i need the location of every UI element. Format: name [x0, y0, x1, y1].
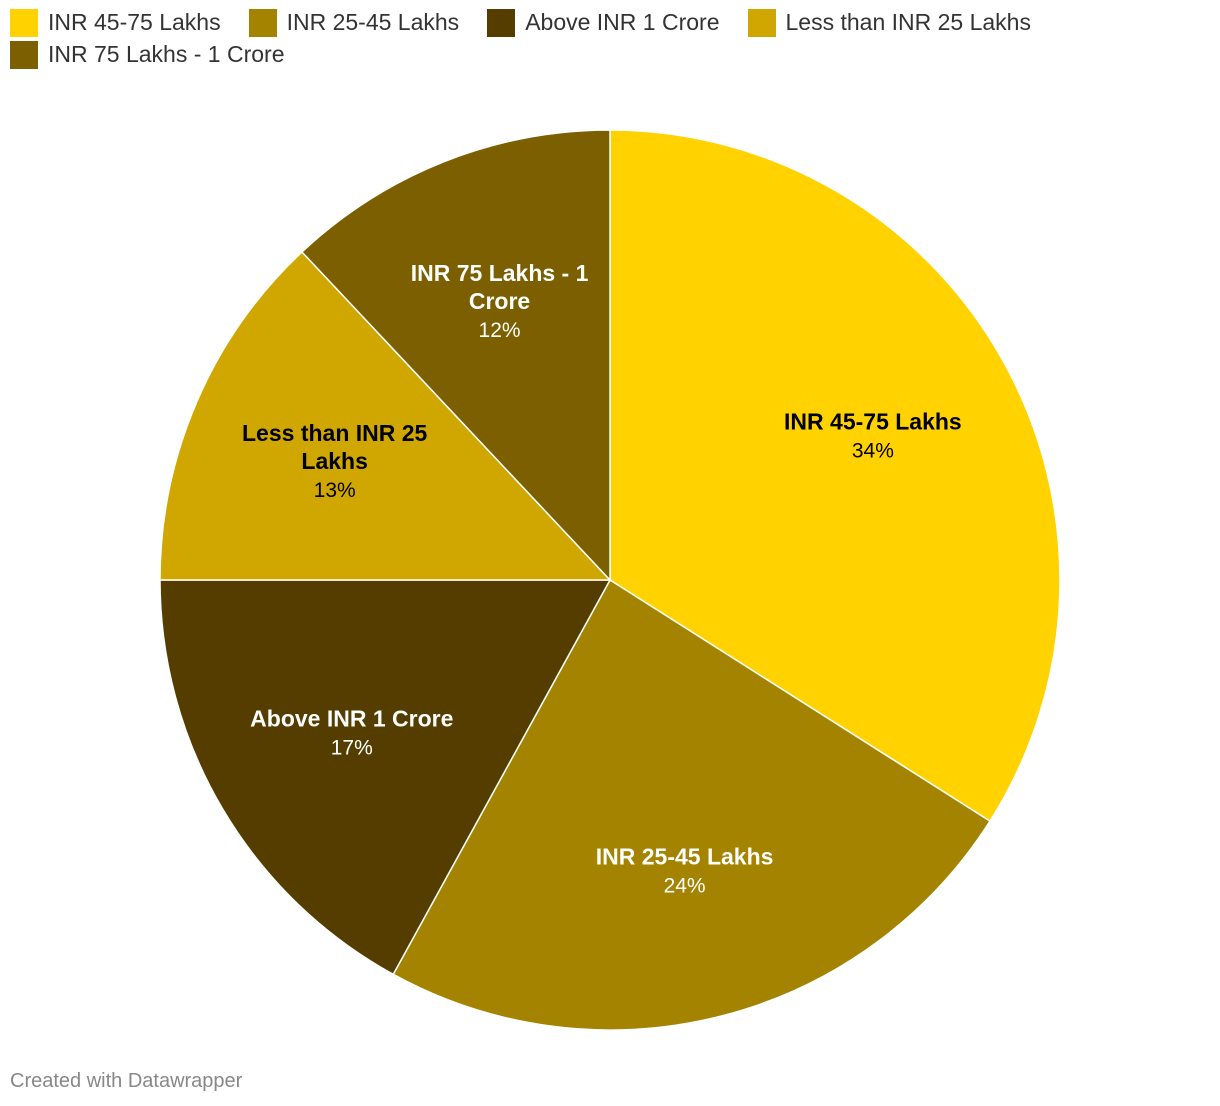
footer-credit: Created with Datawrapper	[10, 1070, 243, 1092]
slice-value-label: 12%	[479, 319, 521, 342]
pie-slice	[609, 129, 1061, 823]
pie-slice	[159, 579, 612, 976]
slice-value-label: 34%	[852, 439, 894, 462]
slice-label: INR 25-45 Lakhs 24%	[596, 844, 774, 898]
legend-swatch	[248, 8, 277, 37]
slice-label-name: Less than INR 25	[242, 420, 428, 446]
legend-swatch	[747, 8, 776, 37]
slice-label-name: INR 45-75 Lakhs	[784, 408, 962, 434]
legend-swatch	[10, 8, 38, 37]
slice-value-label: 13%	[314, 479, 356, 502]
legend-label: INR 25-45 Lakhs	[286, 9, 460, 35]
legend-item: INR 45-75 Lakhs	[10, 8, 221, 37]
legend-label: INR 45-75 Lakhs	[48, 9, 221, 35]
pie-labels: INR 45-75 Lakhs 34% INR 25-45 Lakhs 24% Abov…	[242, 260, 962, 898]
slice-label-name: Above INR 1 Crore	[250, 706, 453, 732]
slice-label-name: Crore	[469, 288, 530, 314]
legend-item: INR 25-45 Lakhs	[248, 8, 460, 37]
slice-label-name: INR 75 Lakhs - 1	[411, 260, 589, 286]
legend-swatch	[487, 8, 516, 37]
pie-slices	[159, 129, 1061, 1031]
legend-label: Less than INR 25 Lakhs	[785, 9, 1031, 35]
legend-item: Above INR 1 Crore	[487, 8, 720, 37]
slice-value-label: 17%	[331, 737, 373, 760]
pie-slice	[300, 129, 611, 582]
slice-label: Above INR 1 Crore 17%	[250, 706, 453, 760]
legend: INR 45-75 Lakhs INR 25-45 Lakhs Above INR …	[10, 8, 1210, 69]
legend-label: INR 75 Lakhs - 1 Crore	[48, 41, 285, 67]
legend-label: Above INR 1 Crore	[525, 9, 720, 35]
slice-label-name: Lakhs	[301, 448, 367, 474]
pie-slice	[159, 250, 612, 581]
legend-item: Less than INR 25 Lakhs	[747, 8, 1031, 37]
legend-item: INR 75 Lakhs - 1 Crore	[10, 40, 284, 69]
legend-swatch	[10, 40, 38, 69]
slice-label: INR 45-75 Lakhs 34%	[784, 408, 962, 462]
pie-slice	[392, 578, 991, 1031]
slice-label-name: INR 25-45 Lakhs	[596, 844, 774, 870]
slice-value-label: 24%	[664, 875, 706, 898]
